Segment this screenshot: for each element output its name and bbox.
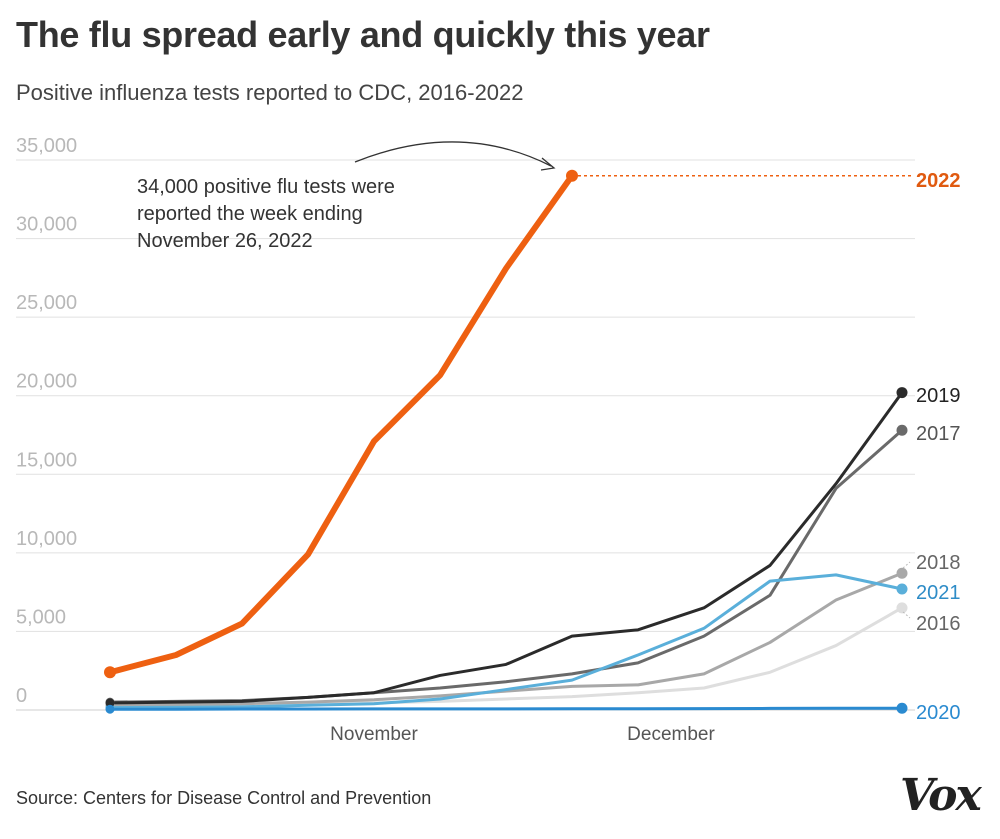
endpoint-2016 xyxy=(896,602,908,614)
series-lines xyxy=(107,172,912,711)
startpoint-2022 xyxy=(104,666,116,679)
y-tick-label: 35,000 xyxy=(16,135,77,157)
endpoint-2019 xyxy=(896,387,908,399)
startpoint-2019 xyxy=(105,698,115,708)
endpoint-2021 xyxy=(896,583,908,595)
series-line-2018 xyxy=(108,571,904,707)
annotation-arrow xyxy=(354,141,552,167)
source-note: Source: Centers for Disease Control and … xyxy=(16,788,432,808)
startpoint-2020 xyxy=(105,704,115,714)
x-tick-label: December xyxy=(627,724,715,745)
x-tick-label: November xyxy=(330,724,418,745)
series-line-2022 xyxy=(107,172,575,676)
annotation: 34,000 positive flu tests were reported t… xyxy=(137,141,556,252)
leader-2016 xyxy=(902,611,911,619)
annotation-arrowhead xyxy=(540,157,556,171)
series-label-2019: 2019 xyxy=(916,385,961,407)
endpoint-2018 xyxy=(896,567,908,579)
series-label-2022: 2022 xyxy=(916,170,961,192)
series-line-2020 xyxy=(108,706,904,711)
y-tick-label: 20,000 xyxy=(16,371,77,393)
annotation-text-line: November 26, 2022 xyxy=(137,230,313,252)
series-label-2020: 2020 xyxy=(916,702,961,724)
series-line-2021 xyxy=(108,573,904,710)
y-tick-label: 30,000 xyxy=(16,214,77,236)
y-tick-label: 0 xyxy=(16,685,27,707)
annotation-text-line: 34,000 positive flu tests were xyxy=(137,176,395,198)
line-chart: 0 5,000 10,000 15,000 20,000 25,000 30,000 35,0… xyxy=(16,135,961,745)
chart-subtitle: Positive influenza tests reported to CDC… xyxy=(16,80,524,105)
series-labels: 2016 2018 2017 2021 2019 2020 2022 xyxy=(902,170,961,724)
chart-title: The flu spread early and quickly this ye… xyxy=(16,14,710,55)
series-line-2019 xyxy=(108,391,904,705)
annotation-text-line: reported the week ending xyxy=(137,203,363,225)
vox-logo: Vox xyxy=(900,770,982,821)
endpoint-2020 xyxy=(896,702,908,714)
y-axis-ticks: 0 5,000 10,000 15,000 20,000 25,000 30,000 35,0… xyxy=(16,135,77,707)
y-tick-label: 10,000 xyxy=(16,528,77,550)
y-tick-label: 5,000 xyxy=(16,606,66,628)
endpoint-2017 xyxy=(896,424,908,436)
y-tick-label: 15,000 xyxy=(16,449,77,471)
series-label-2017: 2017 xyxy=(916,423,961,445)
series-label-2016: 2016 xyxy=(916,613,961,635)
y-tick-label: 25,000 xyxy=(16,292,77,314)
series-label-2021: 2021 xyxy=(916,582,961,604)
series-label-2018: 2018 xyxy=(916,552,961,574)
leader-2018 xyxy=(902,561,911,569)
endpoint-2022 xyxy=(566,169,578,182)
series-endpoints xyxy=(104,169,908,714)
series-line-2017 xyxy=(108,428,904,704)
x-axis-ticks: November December xyxy=(330,724,715,745)
